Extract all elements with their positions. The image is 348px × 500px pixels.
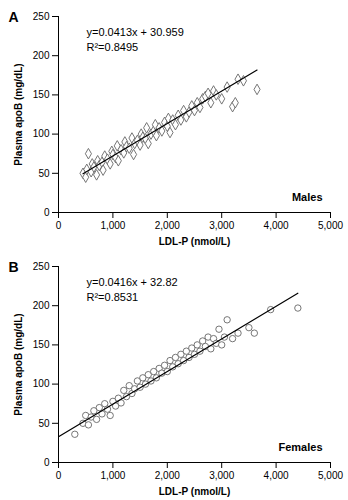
- svg-text:250: 250: [33, 261, 50, 272]
- svg-text:LDL-P (nmol/L): LDL-P (nmol/L): [159, 486, 230, 497]
- svg-text:Plasma apoB (mg/dL): Plasma apoB (mg/dL): [13, 63, 24, 165]
- svg-text:50: 50: [38, 418, 50, 429]
- svg-text:0: 0: [44, 207, 50, 218]
- svg-text:2,000: 2,000: [155, 220, 180, 231]
- svg-text:y=0.0413x + 30.959: y=0.0413x + 30.959: [87, 26, 184, 38]
- svg-text:A: A: [9, 9, 19, 25]
- svg-text:Females: Females: [278, 441, 322, 453]
- svg-text:150: 150: [33, 339, 50, 350]
- svg-text:3,000: 3,000: [209, 220, 234, 231]
- svg-text:Males: Males: [292, 191, 323, 203]
- svg-text:2,000: 2,000: [155, 470, 180, 481]
- svg-text:0: 0: [44, 457, 50, 468]
- svg-text:LDL-P (nmol/L): LDL-P (nmol/L): [159, 236, 230, 247]
- svg-text:250: 250: [33, 11, 50, 22]
- svg-text:5,000: 5,000: [318, 470, 343, 481]
- svg-text:y=0.0416x + 32.82: y=0.0416x + 32.82: [87, 276, 178, 288]
- svg-text:5,000: 5,000: [318, 220, 343, 231]
- svg-text:1,000: 1,000: [100, 470, 125, 481]
- svg-text:R²=0.8531: R²=0.8531: [87, 291, 139, 303]
- svg-text:1,000: 1,000: [100, 220, 125, 231]
- svg-text:150: 150: [33, 89, 50, 100]
- svg-text:0: 0: [56, 470, 62, 481]
- svg-text:50: 50: [38, 168, 50, 179]
- svg-text:Plasma apoB (mg/dL): Plasma apoB (mg/dL): [13, 313, 24, 415]
- svg-text:R²=0.8495: R²=0.8495: [87, 41, 139, 53]
- svg-text:3,000: 3,000: [209, 470, 234, 481]
- svg-text:0: 0: [56, 220, 62, 231]
- svg-text:4,000: 4,000: [264, 470, 289, 481]
- svg-text:4,000: 4,000: [264, 220, 289, 231]
- svg-text:100: 100: [33, 378, 50, 389]
- svg-text:200: 200: [33, 300, 50, 311]
- svg-text:100: 100: [33, 128, 50, 139]
- svg-text:B: B: [9, 259, 19, 275]
- svg-text:200: 200: [33, 50, 50, 61]
